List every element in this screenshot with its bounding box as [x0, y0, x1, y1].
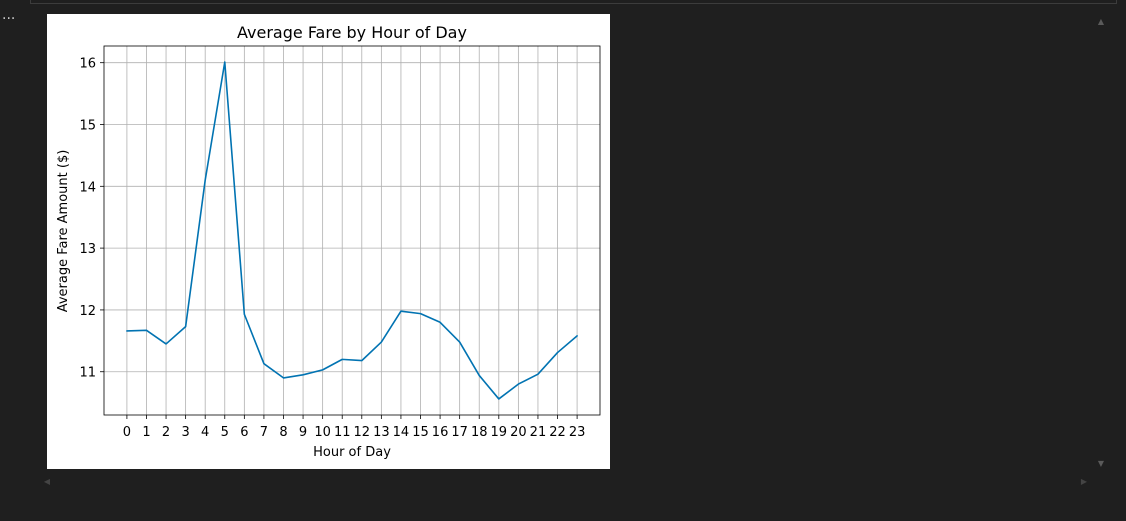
- x-tick-label: 22: [549, 425, 566, 440]
- y-tick-label: 14: [79, 180, 96, 195]
- x-tick-label: 13: [373, 425, 390, 440]
- x-tick-label: 21: [530, 425, 547, 440]
- x-tick-label: 10: [314, 425, 331, 440]
- x-tick-label: 6: [240, 425, 248, 440]
- chart-output: 0 1 2 3 4 5 6 7 8 9 10 11 12 13 14 15 16 17 18 19 20 21 22 23 1…: [47, 14, 610, 469]
- scroll-right-arrow[interactable]: ▶: [1080, 477, 1088, 486]
- chevron-down-icon: ⌄: [1080, 0, 1086, 2]
- x-tick-label: 19: [491, 425, 508, 440]
- y-tick-label: 11: [79, 366, 96, 381]
- x-tick-label: 4: [201, 425, 209, 440]
- x-tick-label: 9: [299, 425, 307, 440]
- chart-background: [47, 14, 610, 469]
- x-tick-label: 14: [393, 425, 410, 440]
- scroll-up-arrow[interactable]: ▲: [1097, 17, 1105, 26]
- previous-cell-border: ⌄: [30, 0, 1117, 4]
- chart-title: Average Fare by Hour of Day: [237, 23, 467, 42]
- x-tick-label: 8: [279, 425, 287, 440]
- y-tick-label: 12: [79, 304, 96, 319]
- x-tick-label: 2: [162, 425, 170, 440]
- axes-frame: [103, 45, 601, 416]
- x-tick-label: 5: [221, 425, 229, 440]
- x-tick-label: 11: [334, 425, 351, 440]
- x-tick-label: 23: [569, 425, 586, 440]
- y-axis-label: Average Fare Amount ($): [56, 150, 71, 313]
- y-tick-label: 13: [79, 242, 96, 257]
- x-tick-label: 7: [260, 425, 268, 440]
- series-layer: [126, 61, 578, 400]
- x-tick-label: 12: [354, 425, 371, 440]
- x-tick-label: 3: [181, 425, 189, 440]
- y-tick-label: 16: [79, 57, 96, 72]
- y-tick-label: 15: [79, 118, 96, 133]
- scroll-left-arrow[interactable]: ◀: [43, 477, 51, 486]
- line-chart: 0 1 2 3 4 5 6 7 8 9 10 11 12 13 14 15 16 17 18 19 20 21 22 23 1…: [47, 14, 610, 469]
- x-axis: 0 1 2 3 4 5 6 7 8 9 10 11 12 13 14 15 16 17 18 19 20 21 22 23: [123, 415, 586, 440]
- y-axis: 11 12 13 14 15 16: [79, 57, 104, 381]
- series-line: [126, 61, 578, 400]
- x-axis-label: Hour of Day: [313, 445, 391, 460]
- scroll-down-arrow[interactable]: ▼: [1097, 459, 1105, 468]
- more-actions-button[interactable]: ...: [2, 7, 16, 23]
- x-tick-label: 1: [142, 425, 150, 440]
- x-tick-label: 0: [123, 425, 131, 440]
- x-tick-label: 18: [471, 425, 488, 440]
- x-tick-label: 15: [412, 425, 429, 440]
- x-tick-label: 17: [451, 425, 468, 440]
- x-tick-label: 20: [510, 425, 527, 440]
- x-tick-label: 16: [432, 425, 449, 440]
